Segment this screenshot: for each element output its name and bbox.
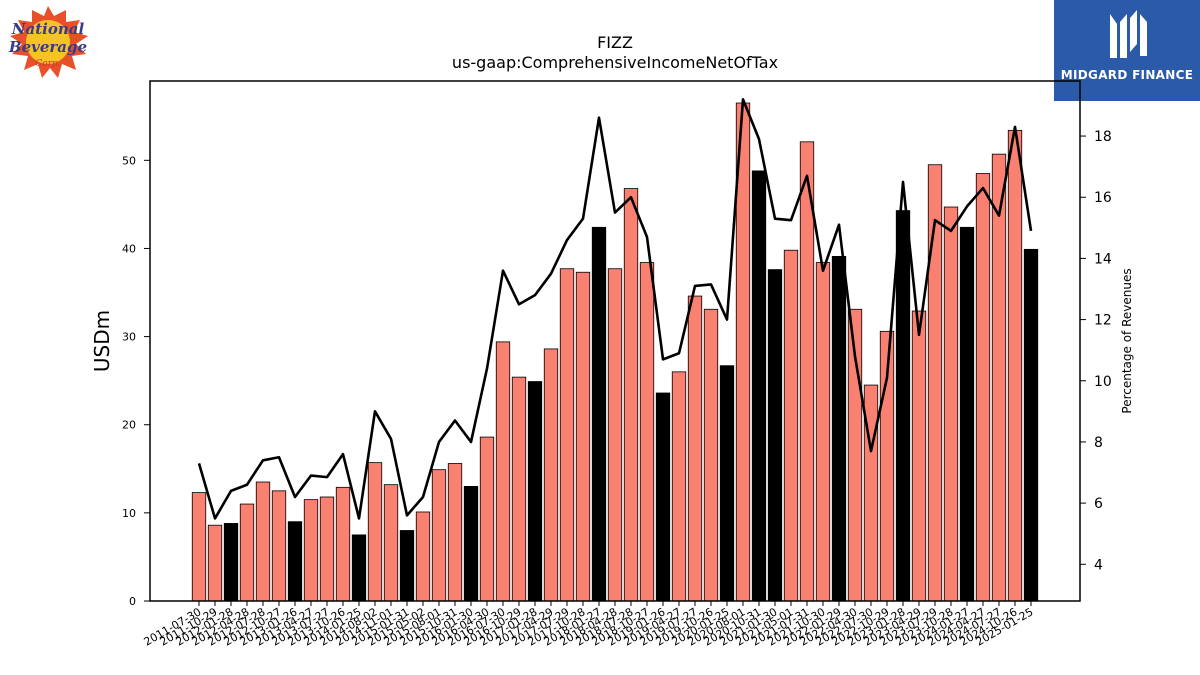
bar-2025-01-25 [1023,248,1039,602]
y-tick-label: 10 [122,507,136,520]
y2-tick-label: 8 [1094,435,1103,451]
bar-2016-10-29 [511,376,527,602]
bar-2011-10-29 [207,524,223,602]
y-tick-label: 40 [122,242,136,255]
bar-2019-01-26 [655,392,671,602]
bar-2014-11-01 [383,484,399,602]
y-tick-label: 20 [122,419,136,432]
bar-2020-01-25 [719,365,735,602]
bar-2015-05-02 [415,511,431,602]
bar-2023-04-29 [911,310,927,602]
bar-2012-01-28 [223,523,239,602]
y2-axis-label: Percentage of Revenues [1120,268,1134,413]
y2-tick-label: 12 [1094,313,1112,329]
midgard-finance-mark [1110,10,1147,58]
bar-2018-07-28 [623,188,639,602]
bar-2020-10-31 [751,170,767,602]
y2-tick-label: 14 [1094,251,1112,267]
bar-2019-04-27 [671,371,687,602]
bar-series [191,102,1039,602]
bar-2023-01-28 [895,210,911,602]
bar-2023-07-29 [927,164,943,602]
bar-2014-08-02 [367,462,383,602]
bar-2017-10-28 [575,271,591,602]
y2-tick-label: 4 [1094,557,1103,573]
bar-2018-04-28 [607,268,623,602]
bar-2024-01-27 [959,226,975,602]
y2-tick-label: 6 [1094,496,1103,512]
svg-text:Beverage: Beverage [8,38,87,56]
midgard-finance-logo: MIDGARD FINANCE [1054,0,1200,101]
x-axis: 2011-07-302011-10-292012-01-282012-04-28… [142,601,1036,649]
y-tick-label: 50 [122,154,136,167]
bar-2013-10-26 [335,486,351,602]
y2-tick-label: 10 [1094,374,1112,390]
bar-2023-10-28 [943,206,959,602]
bar-2013-04-27 [303,499,319,602]
y-axis-label: USDm [90,310,114,372]
bar-2024-07-27 [991,153,1007,602]
bar-2015-08-01 [431,469,447,602]
bar-2022-01-29 [831,255,847,602]
bar-2014-01-25 [351,534,367,602]
bar-2016-01-30 [463,486,479,602]
revenue-percentage-line [197,98,1033,520]
y-tick-label: 30 [122,331,136,344]
y2-tick-label: 16 [1094,190,1112,206]
bar-2021-10-30 [815,262,831,602]
bar-2016-07-30 [495,341,511,602]
bar-2015-01-31 [399,530,415,602]
chart-title: FIZZ [597,33,633,52]
bar-2015-10-31 [447,463,463,602]
y-tick-label: 0 [129,595,136,608]
bar-2017-04-29 [543,348,559,602]
y-axis-right: 4 6 8 10 12 14 16 18 [1080,129,1112,573]
y2-tick-label: 18 [1094,129,1112,145]
bar-2011-07-30 [191,492,207,602]
line-series [197,98,1033,520]
bar-2024-04-27 [975,173,991,602]
svg-text:National: National [11,20,85,38]
bar-2021-05-01 [783,249,799,602]
bar-2012-07-28 [255,481,271,602]
national-beverage-logo: National Beverage Corp. [8,6,88,78]
bar-2012-04-28 [239,503,255,602]
bar-2013-07-27 [319,496,335,602]
svg-text:Corp.: Corp. [35,59,60,69]
bar-2021-01-30 [767,269,783,602]
bar-2018-10-27 [639,262,655,602]
midgard-finance-label: MIDGARD FINANCE [1060,68,1194,82]
bar-2012-10-27 [271,490,287,602]
bar-2018-01-27 [591,226,607,602]
bar-2024-10-26 [1007,129,1023,602]
bar-2016-04-30 [479,436,495,602]
bar-2013-01-26 [287,521,303,602]
bar-2017-01-28 [527,381,543,602]
bar-2017-07-29 [559,268,575,602]
chart-subtitle: us-gaap:ComprehensiveIncomeNetOfTax [452,53,778,72]
y-axis-left: 0 10 20 30 40 50 [122,154,150,608]
bar-2019-07-27 [687,295,703,602]
bar-2019-10-26 [703,308,719,602]
